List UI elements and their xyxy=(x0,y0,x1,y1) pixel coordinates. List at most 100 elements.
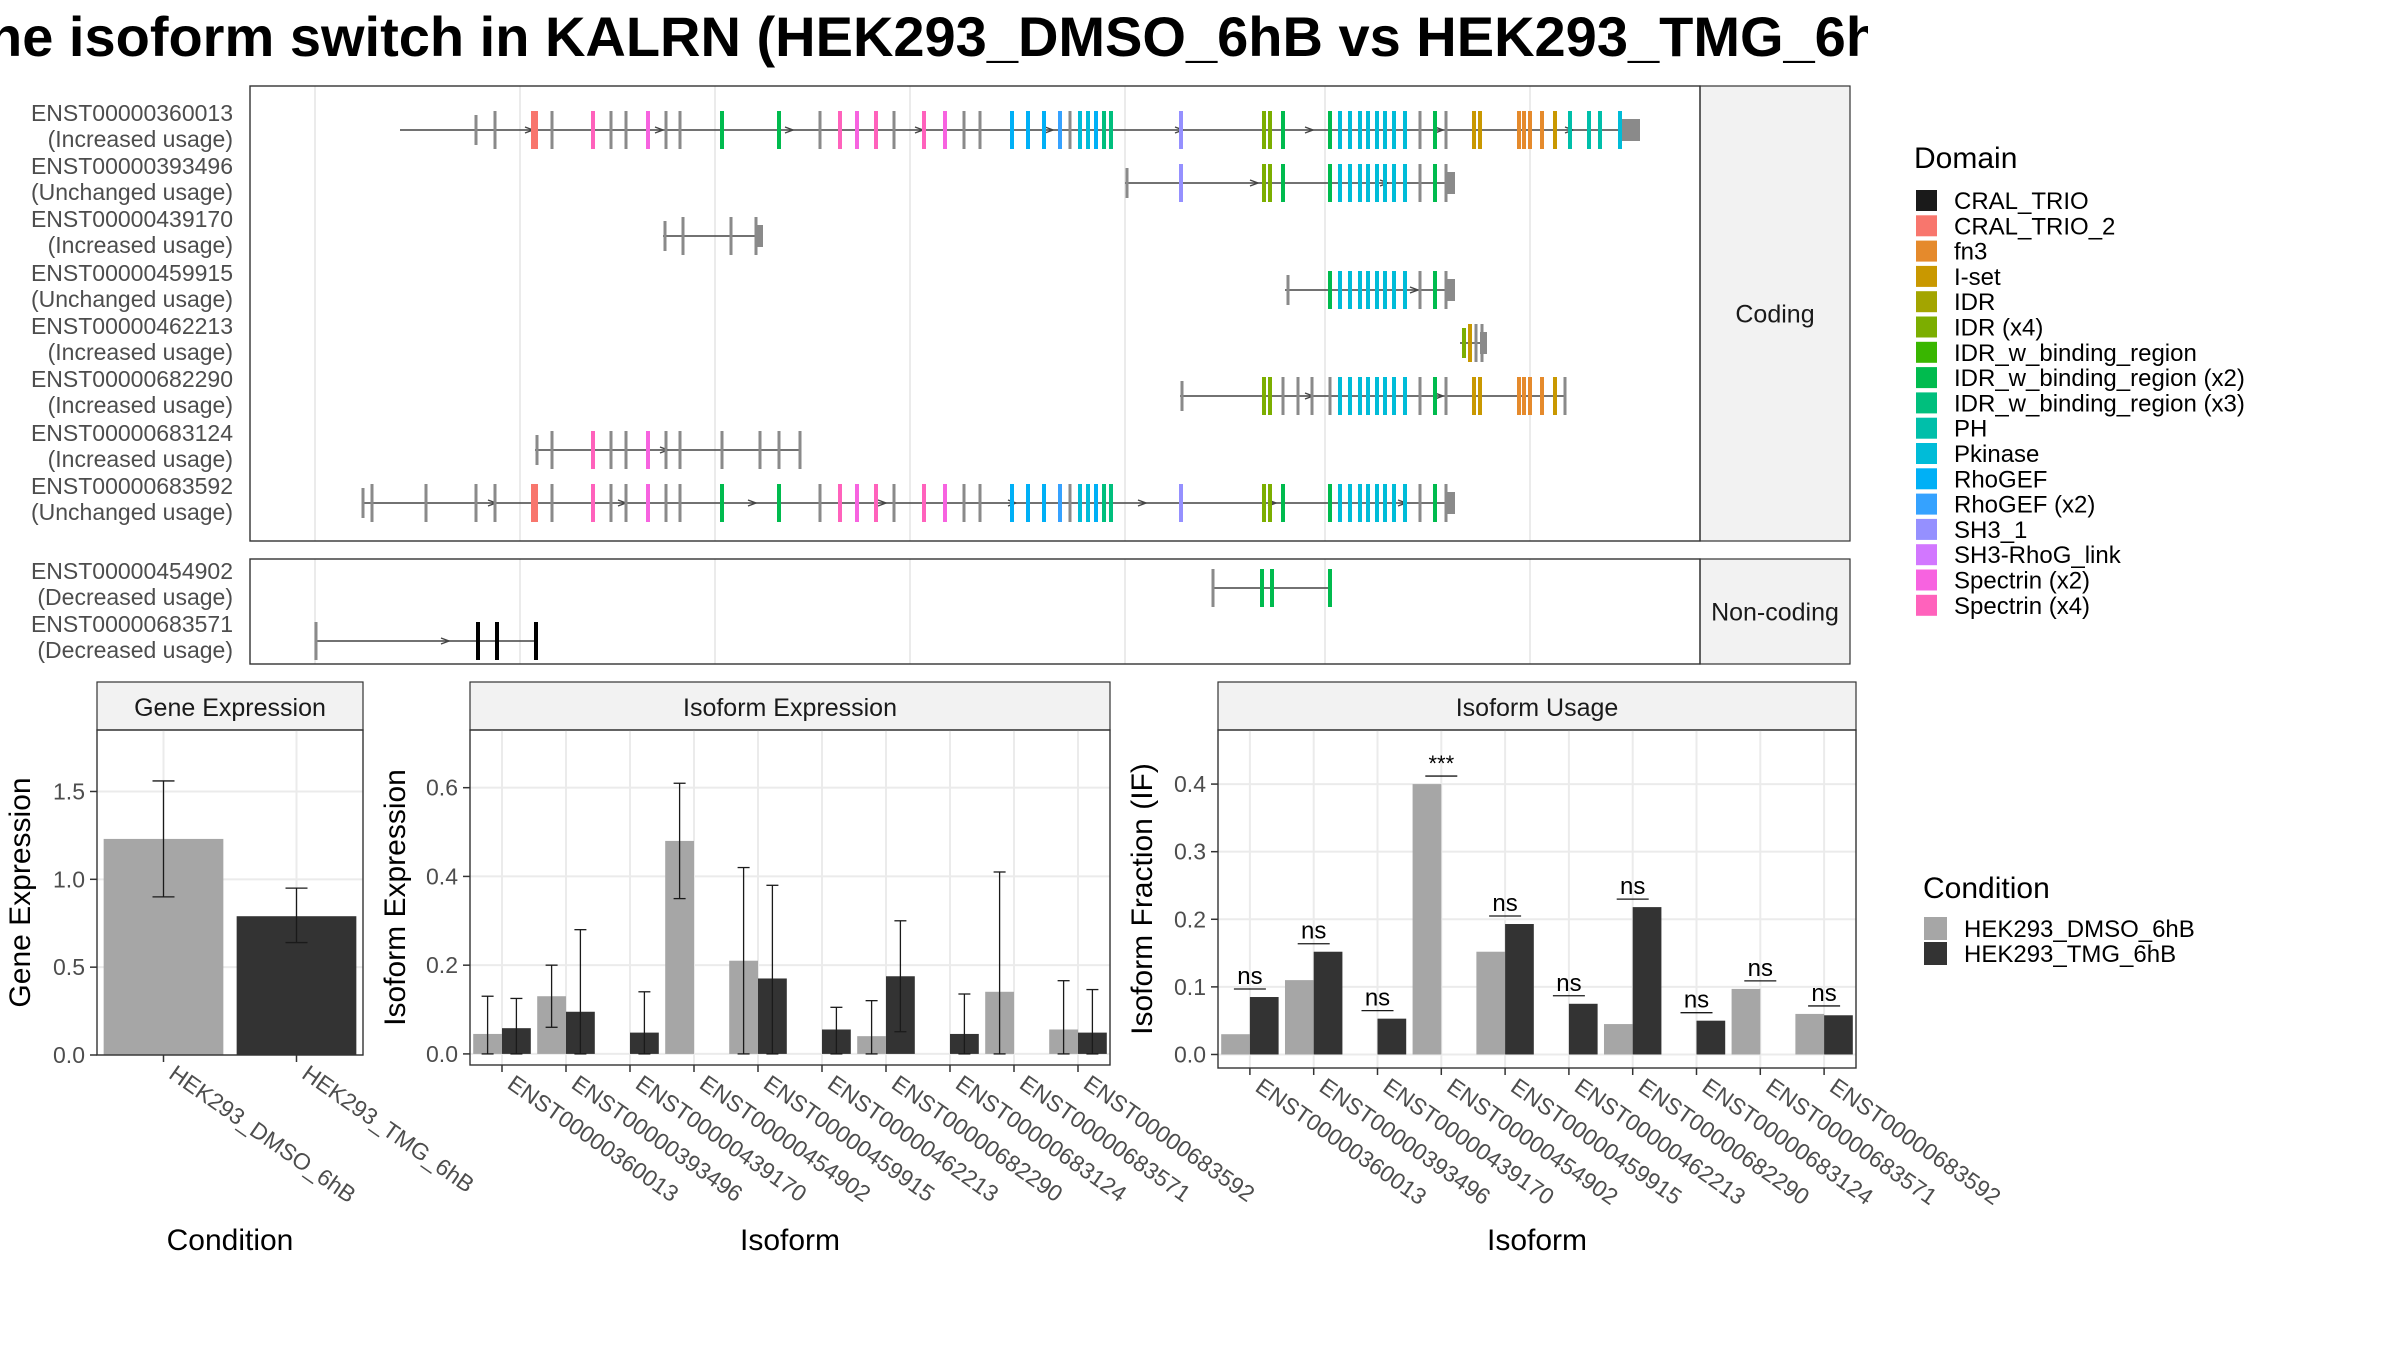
exon xyxy=(1478,111,1482,149)
exon xyxy=(1010,111,1014,149)
exon xyxy=(1375,484,1379,522)
exon xyxy=(1296,377,1300,415)
domain-legend-swatch xyxy=(1916,291,1937,313)
coding-transcript-row xyxy=(1125,164,1455,202)
strand-arrow xyxy=(1434,126,1445,134)
exon xyxy=(1109,484,1113,522)
exon xyxy=(1358,271,1362,309)
exon xyxy=(1540,377,1544,415)
domain-legend-label: IDR xyxy=(1954,289,1995,316)
coding-transcript-status: (Increased usage) xyxy=(48,126,233,152)
exon xyxy=(758,431,762,469)
gene-expression-chart: Gene Expression0.00.51.01.5HEK293_DMSO_6… xyxy=(4,681,479,1257)
exon xyxy=(1366,484,1370,522)
exon xyxy=(646,431,650,469)
noncoding-transcript-row xyxy=(314,622,538,660)
domain-legend-label: fn3 xyxy=(1954,239,1987,266)
exon xyxy=(1403,111,1407,149)
exon xyxy=(1522,377,1526,415)
domain-legend-swatch xyxy=(1916,190,1937,211)
exon xyxy=(646,484,650,522)
bar xyxy=(1476,951,1506,1055)
exon xyxy=(1563,377,1567,415)
domain-legend-label: RhoGEF xyxy=(1954,466,2047,493)
exon xyxy=(1392,164,1396,202)
exon xyxy=(1462,328,1466,358)
exon xyxy=(1281,111,1285,149)
exon xyxy=(892,484,896,522)
domain-legend-label: Pkinase xyxy=(1954,441,2039,468)
exon xyxy=(922,111,926,149)
domain-legend-label: Spectrin (x4) xyxy=(1954,593,2090,620)
exon xyxy=(855,111,859,149)
bar xyxy=(1249,997,1279,1055)
exon xyxy=(1433,164,1437,202)
exon xyxy=(1366,164,1370,202)
exon xyxy=(1042,111,1046,149)
exon xyxy=(1262,484,1266,522)
exon xyxy=(1125,168,1129,198)
exon xyxy=(1094,484,1098,522)
noncoding-transcript-id: ENST00000454902 xyxy=(31,558,233,584)
exon xyxy=(1328,111,1332,149)
exon xyxy=(978,484,982,522)
noncoding-transcript-status: (Decreased usage) xyxy=(37,584,233,610)
exon xyxy=(1366,377,1370,415)
exon xyxy=(1418,271,1422,309)
coding-transcript-id: ENST00000393496 xyxy=(31,153,233,179)
panel-border xyxy=(96,729,364,1056)
exon xyxy=(624,431,628,469)
coding-transcript-status: (Increased usage) xyxy=(48,339,233,365)
exon xyxy=(1433,377,1437,415)
exon xyxy=(818,484,822,522)
strand-arrow xyxy=(1044,126,1055,134)
strand-arrow xyxy=(654,126,665,134)
exon xyxy=(1179,484,1183,522)
exon xyxy=(1383,484,1387,522)
coding-panel-strip-label: Coding xyxy=(1735,301,1814,329)
exon xyxy=(777,484,781,522)
noncoding-panel-strip-label: Non-coding xyxy=(1711,599,1839,627)
exon xyxy=(370,484,374,522)
significance-label: ns xyxy=(1365,985,1390,1012)
exon xyxy=(1553,111,1557,149)
bar xyxy=(1377,1018,1407,1055)
bar xyxy=(1313,951,1343,1055)
exon xyxy=(624,111,628,149)
domain-legend-swatch xyxy=(1916,468,1937,490)
coding-transcript-id: ENST00000683592 xyxy=(31,473,233,499)
exon xyxy=(1328,569,1332,607)
exon xyxy=(1348,271,1352,309)
exon xyxy=(1587,111,1591,149)
exon xyxy=(922,484,926,522)
exon xyxy=(1517,111,1521,149)
exon xyxy=(1338,111,1342,149)
coding-transcript-status: (Increased usage) xyxy=(48,232,233,258)
terminal-exon xyxy=(756,225,763,247)
domain-legend-swatch xyxy=(1916,265,1937,287)
exon xyxy=(1403,377,1407,415)
exon xyxy=(1433,111,1437,149)
coding-transcript-row xyxy=(535,431,802,469)
noncoding-transcript-id: ENST00000683571 xyxy=(31,611,233,637)
exon xyxy=(1068,484,1072,522)
exon xyxy=(1392,377,1396,415)
exon xyxy=(1392,484,1396,522)
y-tick-label: 0.3 xyxy=(1174,839,1206,865)
exon xyxy=(1026,484,1030,522)
condition-legend-swatch xyxy=(1924,942,1947,965)
isoform-usage-chart: Isoform Usage 0.0 0.1 0.2 0.3 0.4 ns ns ns *** ns n… xyxy=(1126,681,2006,1257)
exon xyxy=(1179,164,1183,202)
exon xyxy=(1358,484,1362,522)
significance-label: ns xyxy=(1811,980,1836,1007)
exon xyxy=(361,488,365,518)
exon xyxy=(550,431,554,469)
coding-transcript-status: (Unchanged usage) xyxy=(31,499,233,525)
exon xyxy=(777,111,781,149)
coding-transcript-status: (Unchanged usage) xyxy=(31,179,233,205)
exon xyxy=(476,622,480,660)
strand-arrow xyxy=(440,637,451,645)
exon xyxy=(1348,164,1352,202)
domain-legend-swatch xyxy=(1916,443,1937,464)
